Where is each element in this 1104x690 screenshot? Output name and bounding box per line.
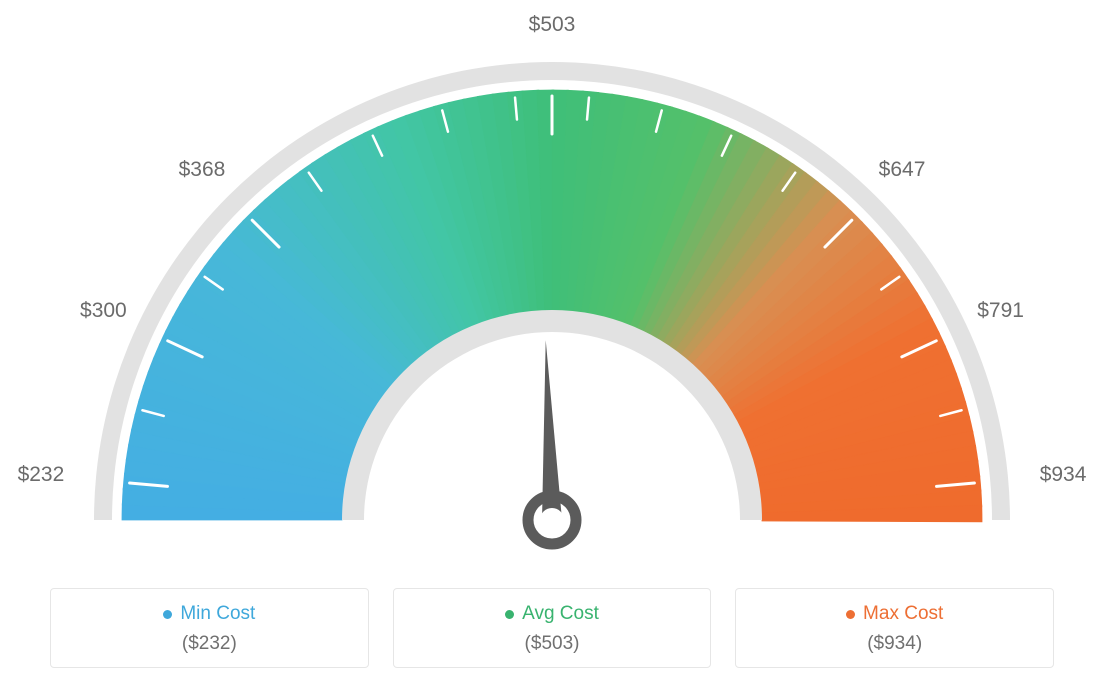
gauge-tick-label: $647 [879, 158, 926, 182]
gauge-tick-label: $300 [80, 299, 127, 323]
legend-label: Min Cost [180, 603, 255, 625]
legend-min-cost: Min Cost ($232) [50, 588, 369, 668]
legend-row: Min Cost ($232) Avg Cost ($503) Max Cost… [50, 588, 1054, 668]
legend-title: Avg Cost [505, 603, 599, 625]
legend-avg-cost: Avg Cost ($503) [393, 588, 712, 668]
legend-max-cost: Max Cost ($934) [735, 588, 1054, 668]
gauge-svg [0, 0, 1104, 570]
gauge-tick-label: $232 [18, 463, 65, 487]
gauge-tick-label: $503 [529, 13, 576, 37]
legend-title: Max Cost [846, 603, 943, 625]
legend-value: ($503) [404, 633, 701, 655]
gauge-tick-label: $934 [1040, 463, 1087, 487]
legend-value: ($934) [746, 633, 1043, 655]
gauge-tick-label: $368 [179, 158, 226, 182]
gauge-tick-label: $791 [977, 299, 1024, 323]
legend-title: Min Cost [163, 603, 255, 625]
legend-label: Avg Cost [522, 603, 599, 625]
legend-dot-icon [505, 610, 514, 619]
legend-dot-icon [163, 610, 172, 619]
legend-label: Max Cost [863, 603, 943, 625]
legend-value: ($232) [61, 633, 358, 655]
legend-dot-icon [846, 610, 855, 619]
cost-gauge-chart: $232 $300 $368 $503 $647 $791 $934 [0, 0, 1104, 570]
